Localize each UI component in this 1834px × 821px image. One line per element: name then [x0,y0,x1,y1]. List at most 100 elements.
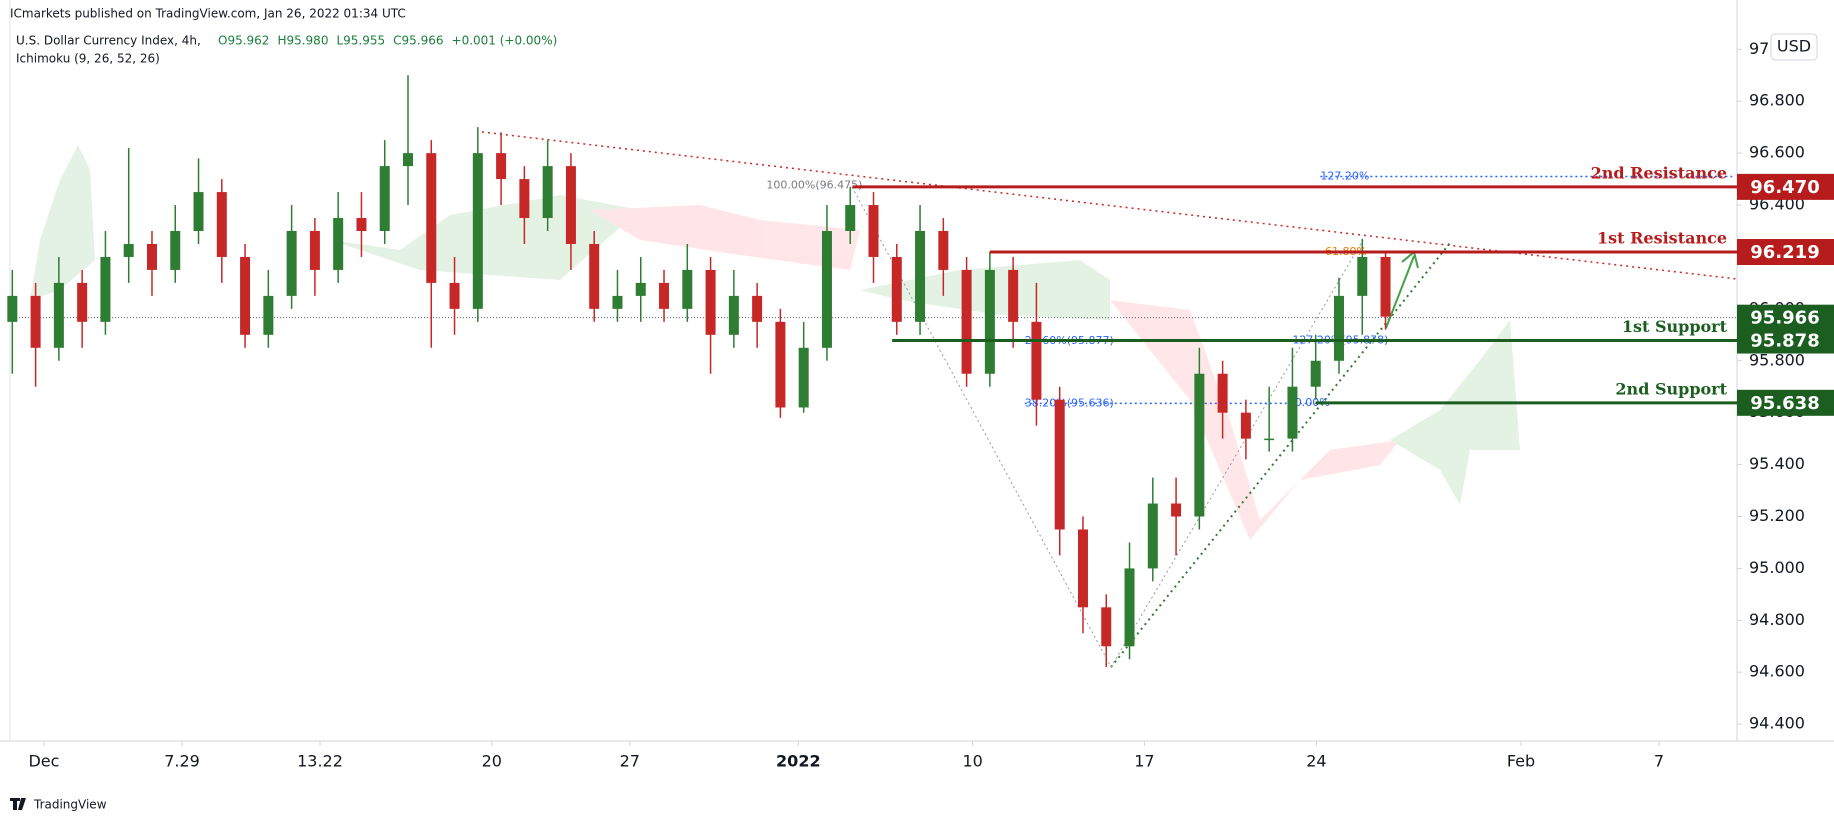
fib-connector [851,186,1364,669]
candle-body [682,269,693,309]
candle-body [356,218,367,231]
x-tick-label: 20 [482,752,502,771]
candle-body [286,230,297,296]
x-tick-label: 13.22 [297,752,343,771]
cloud-green [1390,320,1520,505]
price-box [1737,239,1834,266]
fib-label: 100.00%(96.475) [766,179,862,192]
price-box [1737,327,1834,354]
candle-body [1101,607,1112,647]
arrow [1385,255,1415,329]
candle-body [100,256,111,322]
x-tick-label: 17 [1134,752,1154,771]
candle-body [403,153,414,167]
y-tick-label: 95.400 [1749,454,1805,473]
candle-body [1287,386,1298,439]
candle-body [635,282,646,296]
candle-body [333,218,344,270]
candle-body [216,192,227,257]
y-tick-label: 96.800 [1749,91,1805,110]
y-tick-label: 95.200 [1749,506,1805,525]
candle-body [426,153,437,283]
candle-body [1124,568,1135,647]
price-box [1737,304,1834,331]
candle-body [821,230,832,348]
candle-body [775,321,786,408]
candle-body [379,166,390,231]
publisher: ICmarkets published on TradingView.com, … [10,7,406,21]
candle-body [1194,373,1205,517]
ohlc-value: C95.966 [393,34,443,48]
ohlc-value: H95.980 [277,34,328,48]
price-box-label: 95.638 [1750,393,1819,414]
x-tick-label: 10 [962,752,982,771]
candle-body [77,282,88,322]
candle-body [1310,360,1321,387]
ohlc-value: +0.001 (+0.00%) [452,34,558,48]
fib-label: 38.20%(95.636) [1025,396,1114,409]
candle-body [915,230,926,322]
price-box-label: 95.966 [1750,308,1819,329]
level-name: 1st Support [1622,317,1728,336]
x-tick-label: 2022 [776,752,821,771]
candle-body [1240,412,1251,439]
y-tick-label: 96.600 [1749,143,1805,162]
symbol: U.S. Dollar Currency Index, 4h, [16,34,201,48]
candle-body [1054,399,1065,530]
candle-body [961,269,972,374]
candle-body [123,243,134,257]
candle-body [309,230,320,270]
candle-body [53,282,64,348]
candle-body [30,295,41,348]
price-box-label: 95.878 [1750,331,1819,352]
candle-body [1077,529,1088,608]
ohlc-value: O95.962 [218,34,269,48]
candle-body [472,153,483,309]
candle-body [170,230,181,270]
footer: TradingView [33,798,107,812]
candle-body [659,282,670,309]
candle-body [612,295,623,309]
candle-body [868,205,879,257]
candle-body [7,295,18,322]
candle-body [263,295,274,335]
candle-body [193,192,204,231]
candle-body [519,179,530,219]
x-tick-label: 7 [1654,752,1664,771]
candle-body [1217,373,1228,413]
candle-body [984,269,995,374]
candle-body [1264,438,1275,441]
price-box [1737,389,1834,416]
candle-body [891,256,902,322]
cloud-green [330,195,640,280]
y-tick-label: 95.800 [1749,350,1805,369]
trendline [1110,242,1451,668]
fib-label: 127.20% [1320,169,1369,182]
candle-body [240,256,251,335]
candle-body [1008,269,1019,322]
candle-body [1031,321,1042,400]
currency: USD [1777,37,1811,56]
x-tick-label: 24 [1306,752,1326,771]
candle-body [589,243,600,309]
fib-label: 0.00% [1295,396,1330,409]
candle-body [752,295,763,322]
ohlc-readout: O95.962 H95.980 L95.955 C95.966 +0.001 (+0.0… [218,34,557,48]
y-tick-label: 94.400 [1749,714,1805,733]
level-name: 2nd Resistance [1591,163,1727,182]
level-name: 1st Resistance [1597,229,1727,248]
candle-body [845,205,856,231]
currency-box [1770,33,1818,61]
candle-body [1171,503,1182,517]
candle-body [496,153,507,180]
price-box-label: 96.219 [1750,242,1819,263]
candle-body [565,166,576,244]
candle-body [1380,256,1391,317]
price-box-label: 96.470 [1750,177,1819,198]
candle-body [938,230,949,270]
level-name: 2nd Support [1615,379,1727,398]
y-tick-label: 95.000 [1749,558,1805,577]
price-box [1737,173,1834,200]
